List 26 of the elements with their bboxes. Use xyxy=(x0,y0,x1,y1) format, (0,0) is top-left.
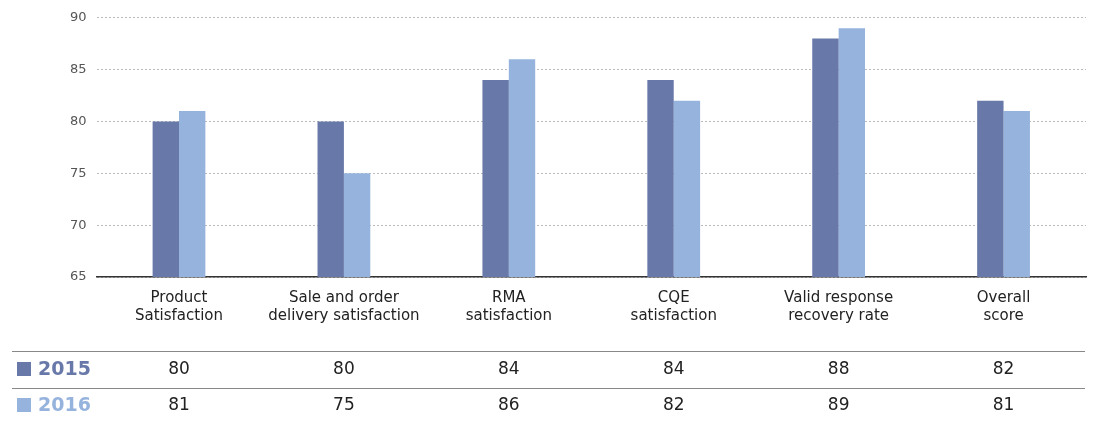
data-label: 81 xyxy=(168,394,190,415)
data-label: 82 xyxy=(992,358,1015,379)
y-tick-label: 85 xyxy=(70,61,87,77)
y-tick-label: 70 xyxy=(70,216,87,232)
data-label: 80 xyxy=(333,358,355,379)
x-tick-label: Valid response recovery rate xyxy=(784,287,894,324)
y-tick-label: 80 xyxy=(70,112,87,128)
x-tick-label: RMA satisfaction xyxy=(465,287,552,324)
legend-label: 2016 xyxy=(38,392,91,415)
data-label: 82 xyxy=(662,394,685,415)
data-label: 86 xyxy=(498,394,520,415)
x-tick-label: Overall score xyxy=(976,287,1031,324)
y-tick-label: 75 xyxy=(70,164,87,180)
data-label: 81 xyxy=(992,394,1015,415)
data-label: 84 xyxy=(498,358,520,379)
data-label: 89 xyxy=(827,394,850,415)
y-tick-label: 90 xyxy=(70,9,87,25)
data-label: 84 xyxy=(662,358,685,379)
x-tick-label: CQE satisfaction xyxy=(630,287,717,324)
data-label: 88 xyxy=(827,358,850,379)
data-label: 75 xyxy=(333,394,355,415)
y-tick-label: 65 xyxy=(70,268,87,284)
data-label: 80 xyxy=(168,358,190,379)
x-tick-label: Sale and order delivery satisfaction xyxy=(268,287,420,324)
legend-label: 2015 xyxy=(38,356,91,379)
x-tick-label: Product Satisfaction xyxy=(134,287,224,324)
